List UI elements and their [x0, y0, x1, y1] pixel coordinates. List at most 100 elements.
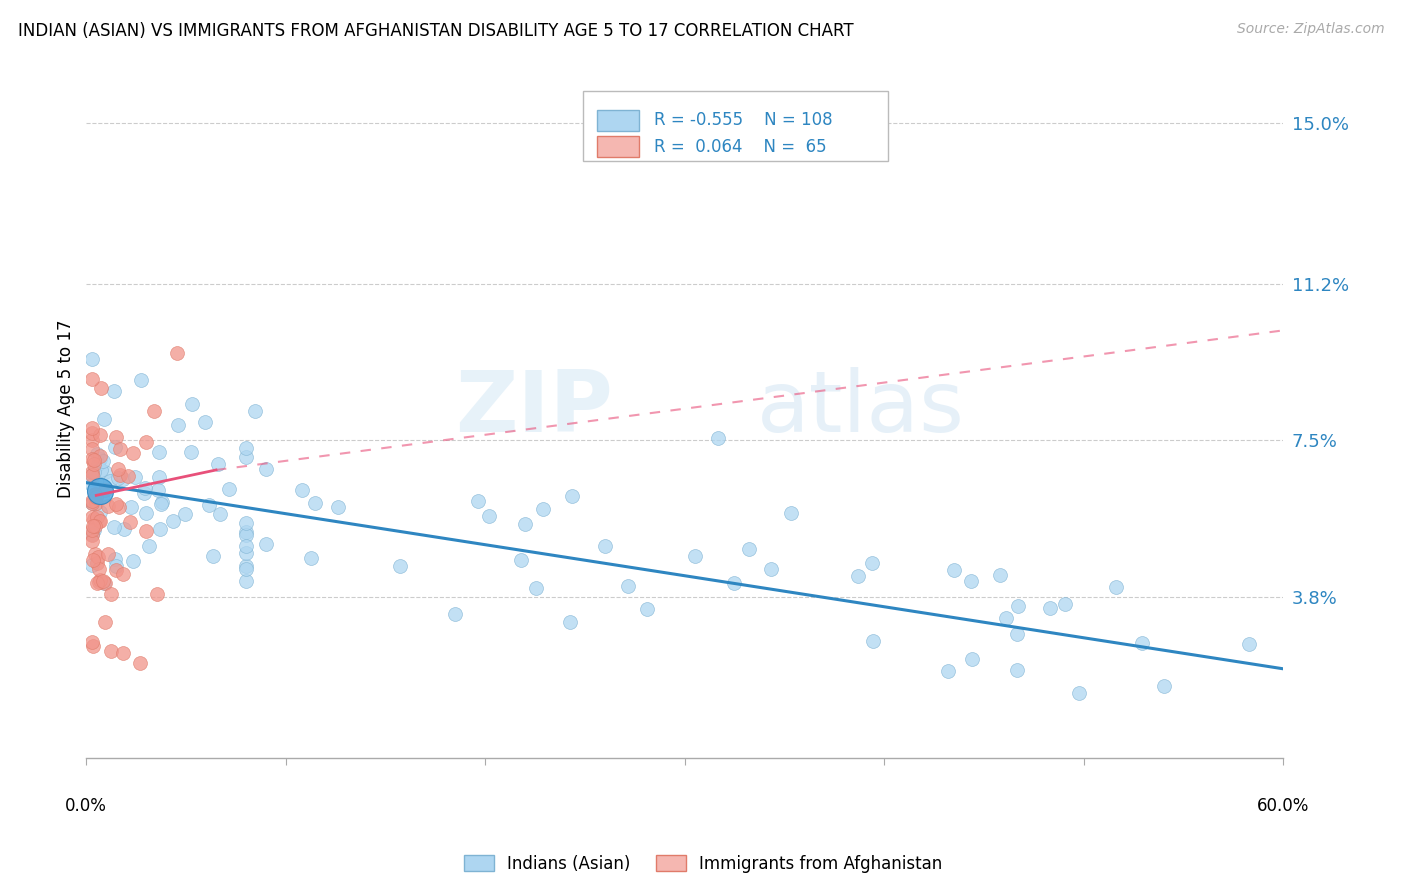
Point — [89, 427, 111, 442]
Point — [83, 523, 105, 537]
Point — [89, 484, 111, 499]
Point — [103, 520, 125, 534]
Point — [89, 505, 111, 519]
Point — [91, 574, 114, 588]
Point — [118, 515, 141, 529]
Point — [148, 445, 170, 459]
Point — [91, 454, 114, 468]
Point — [100, 587, 122, 601]
Point — [291, 483, 314, 498]
Point — [198, 498, 221, 512]
Point — [94, 615, 117, 630]
Point — [112, 646, 135, 660]
Point — [104, 563, 127, 577]
Text: R = -0.555    N = 108: R = -0.555 N = 108 — [654, 112, 832, 129]
Point — [235, 442, 257, 456]
Point — [180, 444, 202, 458]
Point — [326, 500, 349, 515]
Point — [82, 635, 104, 649]
Point — [1239, 636, 1261, 650]
Point — [738, 542, 761, 557]
Point — [129, 656, 152, 670]
Point — [117, 468, 139, 483]
Point — [478, 508, 501, 523]
Point — [94, 576, 117, 591]
Point — [132, 485, 155, 500]
Point — [723, 575, 745, 590]
Point — [138, 539, 160, 553]
Point — [86, 447, 108, 461]
Point — [531, 501, 554, 516]
Point — [89, 573, 111, 587]
Point — [105, 558, 128, 573]
Text: 0.0%: 0.0% — [65, 797, 107, 814]
Point — [779, 507, 801, 521]
Point — [299, 550, 322, 565]
Point — [759, 562, 782, 576]
Point — [87, 550, 110, 565]
Point — [108, 442, 131, 457]
Point — [593, 540, 616, 554]
Point — [960, 574, 983, 588]
Point — [82, 426, 104, 441]
Point — [235, 574, 257, 588]
Point — [173, 507, 195, 521]
Point — [181, 397, 204, 411]
Point — [82, 420, 104, 434]
Point — [108, 500, 131, 514]
Point — [617, 579, 640, 593]
Point — [111, 472, 134, 486]
Y-axis label: Disability Age 5 to 17: Disability Age 5 to 17 — [58, 319, 75, 498]
Point — [111, 566, 134, 581]
Point — [83, 487, 105, 501]
Point — [82, 528, 104, 542]
Point — [235, 524, 257, 539]
Point — [146, 483, 169, 498]
Point — [100, 644, 122, 658]
Point — [82, 434, 104, 448]
Point — [84, 519, 107, 533]
Point — [82, 442, 104, 457]
Point — [89, 561, 111, 575]
Text: atlas: atlas — [756, 368, 965, 450]
Point — [124, 470, 146, 484]
Point — [1067, 686, 1090, 700]
Point — [83, 453, 105, 467]
Point — [98, 474, 121, 488]
Point — [235, 450, 257, 465]
Point — [89, 449, 111, 463]
Point — [90, 381, 112, 395]
Point — [96, 500, 118, 514]
Point — [243, 404, 266, 418]
FancyBboxPatch shape — [598, 136, 640, 157]
Point — [207, 457, 229, 471]
Point — [82, 496, 104, 510]
Point — [82, 452, 104, 467]
Point — [89, 574, 111, 589]
Point — [90, 462, 112, 476]
Point — [135, 506, 157, 520]
Point — [389, 558, 412, 573]
Point — [988, 567, 1011, 582]
Point — [112, 522, 135, 536]
Point — [82, 496, 104, 510]
Point — [91, 477, 114, 491]
Point — [82, 472, 104, 486]
Point — [120, 500, 142, 514]
Point — [862, 633, 884, 648]
Point — [443, 607, 465, 622]
Point — [105, 430, 128, 444]
Point — [167, 418, 190, 433]
Point — [103, 384, 125, 398]
Point — [149, 496, 172, 510]
Point — [82, 553, 104, 567]
Point — [134, 481, 156, 495]
FancyBboxPatch shape — [583, 91, 889, 161]
Point — [93, 575, 115, 590]
Point — [82, 558, 104, 573]
Point — [162, 514, 184, 528]
Point — [846, 569, 869, 583]
Point — [82, 526, 104, 541]
Point — [560, 615, 582, 629]
Point — [1053, 597, 1076, 611]
